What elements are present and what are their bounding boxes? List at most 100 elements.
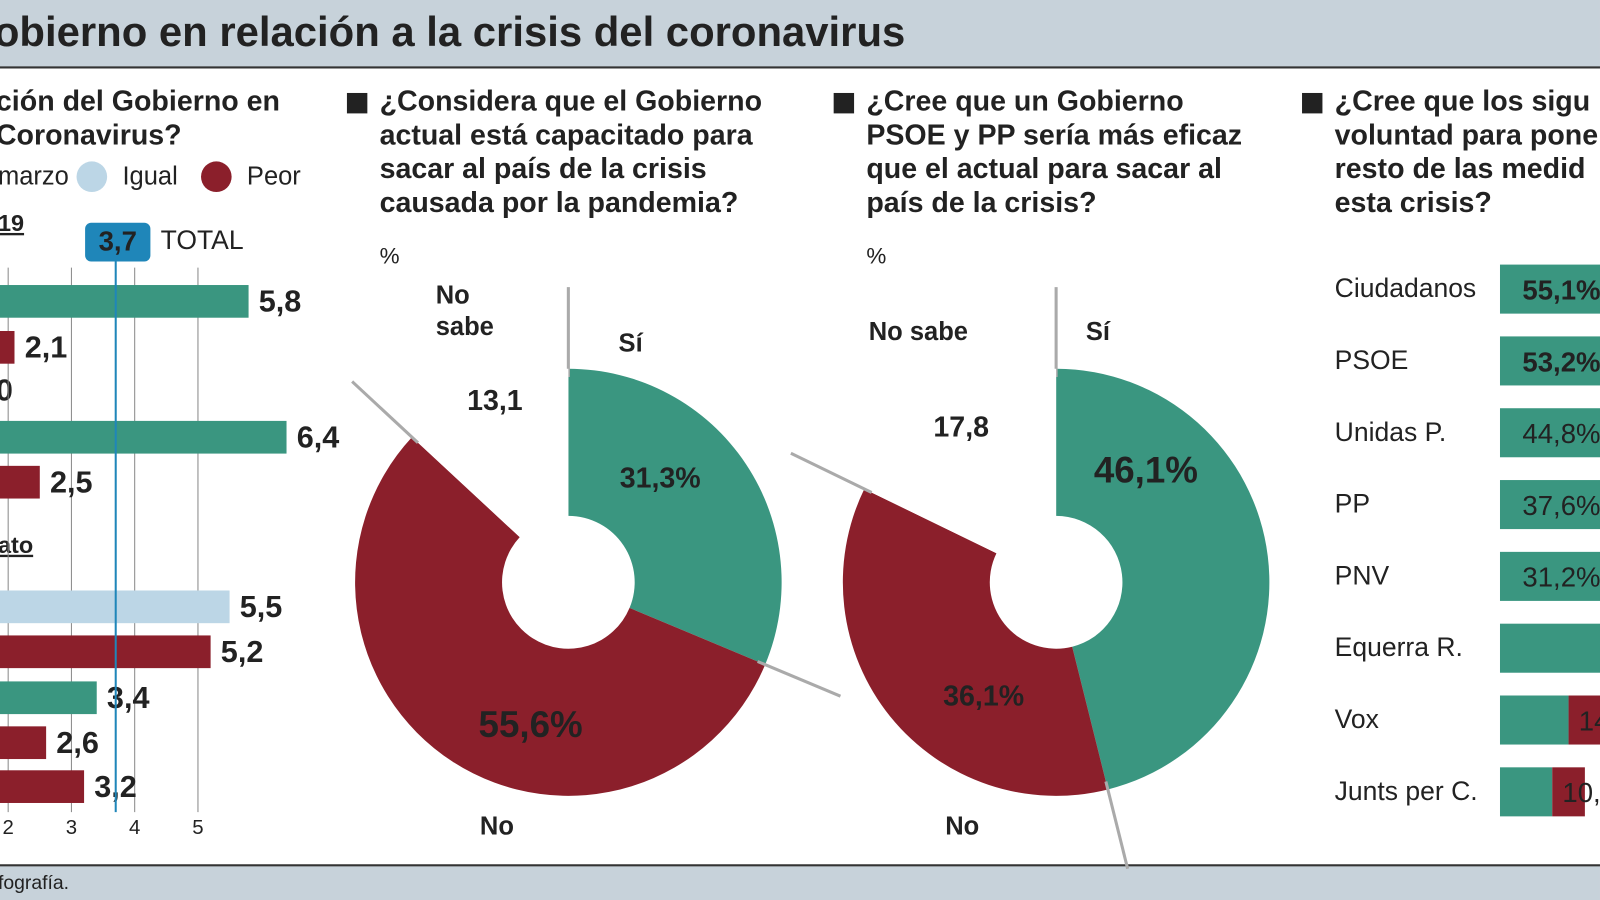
bar-segment — [1499, 480, 1600, 530]
unit: % — [866, 243, 886, 268]
bar-segment — [1552, 767, 1585, 817]
category-label: PP — [1335, 489, 1370, 519]
chart-title: ¿Cree que un Gobierno — [866, 86, 1183, 118]
x-tick-label: 3 — [66, 817, 77, 839]
bar — [0, 330, 15, 364]
chart-title: causada por la pandemia? — [380, 187, 739, 219]
bar-segment — [1499, 264, 1600, 314]
label-box: Sí — [618, 328, 643, 358]
category-label: Sí — [1085, 317, 1111, 347]
bar — [0, 420, 287, 454]
donut-slice — [842, 488, 1108, 796]
bar — [0, 635, 211, 669]
value-label: 44,8% — [1522, 418, 1600, 449]
title-bullet — [1302, 92, 1323, 114]
slice-separator — [351, 380, 420, 444]
value-label: 5,8 — [259, 284, 302, 318]
legend-label: Igual — [122, 162, 177, 190]
category-label: Sí — [618, 328, 643, 358]
value-label: 3,4 — [107, 681, 150, 715]
chart-title: Coronavirus? — [0, 119, 182, 151]
reference-badge — [85, 222, 151, 262]
value-label: 55,6% — [479, 704, 583, 745]
category-label: No — [945, 812, 980, 841]
category-label: Equerra R. — [1335, 632, 1463, 662]
category-label: PSOE — [1335, 345, 1409, 375]
value-label: 14 — [1579, 705, 1600, 736]
category-label: No sabe — [435, 280, 494, 342]
header-band — [0, 0, 1600, 68]
section-label: ato — [0, 532, 33, 558]
label-box: No sabe — [435, 280, 494, 342]
chart-title: esta crisis? — [1335, 187, 1492, 219]
slice-separator — [790, 451, 873, 494]
category-label: Vox — [1335, 704, 1379, 734]
value-label: 46,1% — [1094, 450, 1198, 491]
slice-separator — [1104, 781, 1130, 870]
category-label: No sabe — [868, 317, 968, 347]
label-box: Sí — [1085, 317, 1111, 347]
value-label: 17,8 — [933, 412, 989, 444]
value-label: 2,5 — [50, 465, 93, 499]
category-label: Ciudadanos — [1335, 273, 1477, 303]
value-label: 13,1 — [467, 385, 523, 417]
footer-band — [0, 866, 1600, 900]
chart-title: ¿Cree que los sigu — [1335, 86, 1591, 118]
category-label: No — [479, 812, 514, 841]
bar-segment — [1499, 408, 1600, 458]
bar — [0, 726, 47, 760]
annotation: 0 — [0, 373, 13, 407]
legend-marker — [201, 161, 232, 193]
value-label: 6,4 — [297, 420, 340, 454]
reference-label: 3,7 — [99, 225, 137, 256]
donut-slice — [864, 368, 1057, 554]
chart-title: país de la crisis? — [866, 187, 1096, 219]
label-box: No sabe — [868, 317, 968, 347]
bar-segment — [1568, 695, 1600, 745]
value-label: 31,3% — [620, 463, 701, 495]
unit: % — [380, 243, 400, 268]
reference-text: TOTAL — [161, 225, 244, 255]
chart-title: que el actual para sacar al — [866, 153, 1222, 185]
value-label: 5,2 — [221, 635, 264, 669]
value-label: 37,6% — [1522, 490, 1600, 521]
legend-marker — [76, 161, 108, 193]
value-label: 5,5 — [240, 590, 283, 624]
bar — [0, 465, 40, 499]
chart-title: PSOE y PP sería más eficaz — [866, 119, 1242, 151]
value-label: 31,2% — [1522, 562, 1600, 593]
category-label: PNV — [1335, 560, 1390, 590]
bar-segment — [1499, 336, 1600, 386]
donut-slice — [568, 368, 782, 665]
chart-title: resto de las medid — [1335, 153, 1586, 185]
chart-title: actual está capacitado para — [380, 119, 754, 151]
value-label: 53,2% — [1522, 346, 1600, 377]
legend-label: Peor — [247, 162, 301, 190]
label-box: No — [479, 812, 514, 841]
donut-slice — [355, 437, 766, 796]
page-title: obierno en relación a la crisis del coro… — [0, 8, 905, 55]
slice-separator — [757, 660, 842, 698]
value-label: 36,1% — [943, 680, 1024, 712]
bar — [0, 285, 249, 318]
value-label: 55,1% — [1522, 274, 1600, 305]
bar-segment — [1499, 551, 1600, 601]
donut-slice — [1056, 368, 1270, 790]
source: fografía. — [0, 872, 69, 894]
title-bullet — [346, 92, 368, 114]
chart-title: sacar al país de la crisis — [380, 153, 707, 185]
x-tick-label: 4 — [129, 817, 140, 839]
chart-title: voluntad para pone — [1335, 119, 1598, 151]
category-label: Junts per C. — [1335, 776, 1478, 806]
chart-title: ¿Considera que el Gobierno — [380, 86, 762, 118]
chart-title: ción del Gobierno en — [0, 86, 280, 118]
legend-label: marzo — [0, 162, 69, 190]
x-tick-label: 2 — [2, 817, 13, 839]
bar-segment — [1499, 623, 1600, 673]
bar-segment — [1499, 767, 1553, 817]
label-box: No — [945, 812, 980, 841]
value-label: 2,1 — [25, 330, 68, 364]
donut-slice — [411, 368, 569, 538]
